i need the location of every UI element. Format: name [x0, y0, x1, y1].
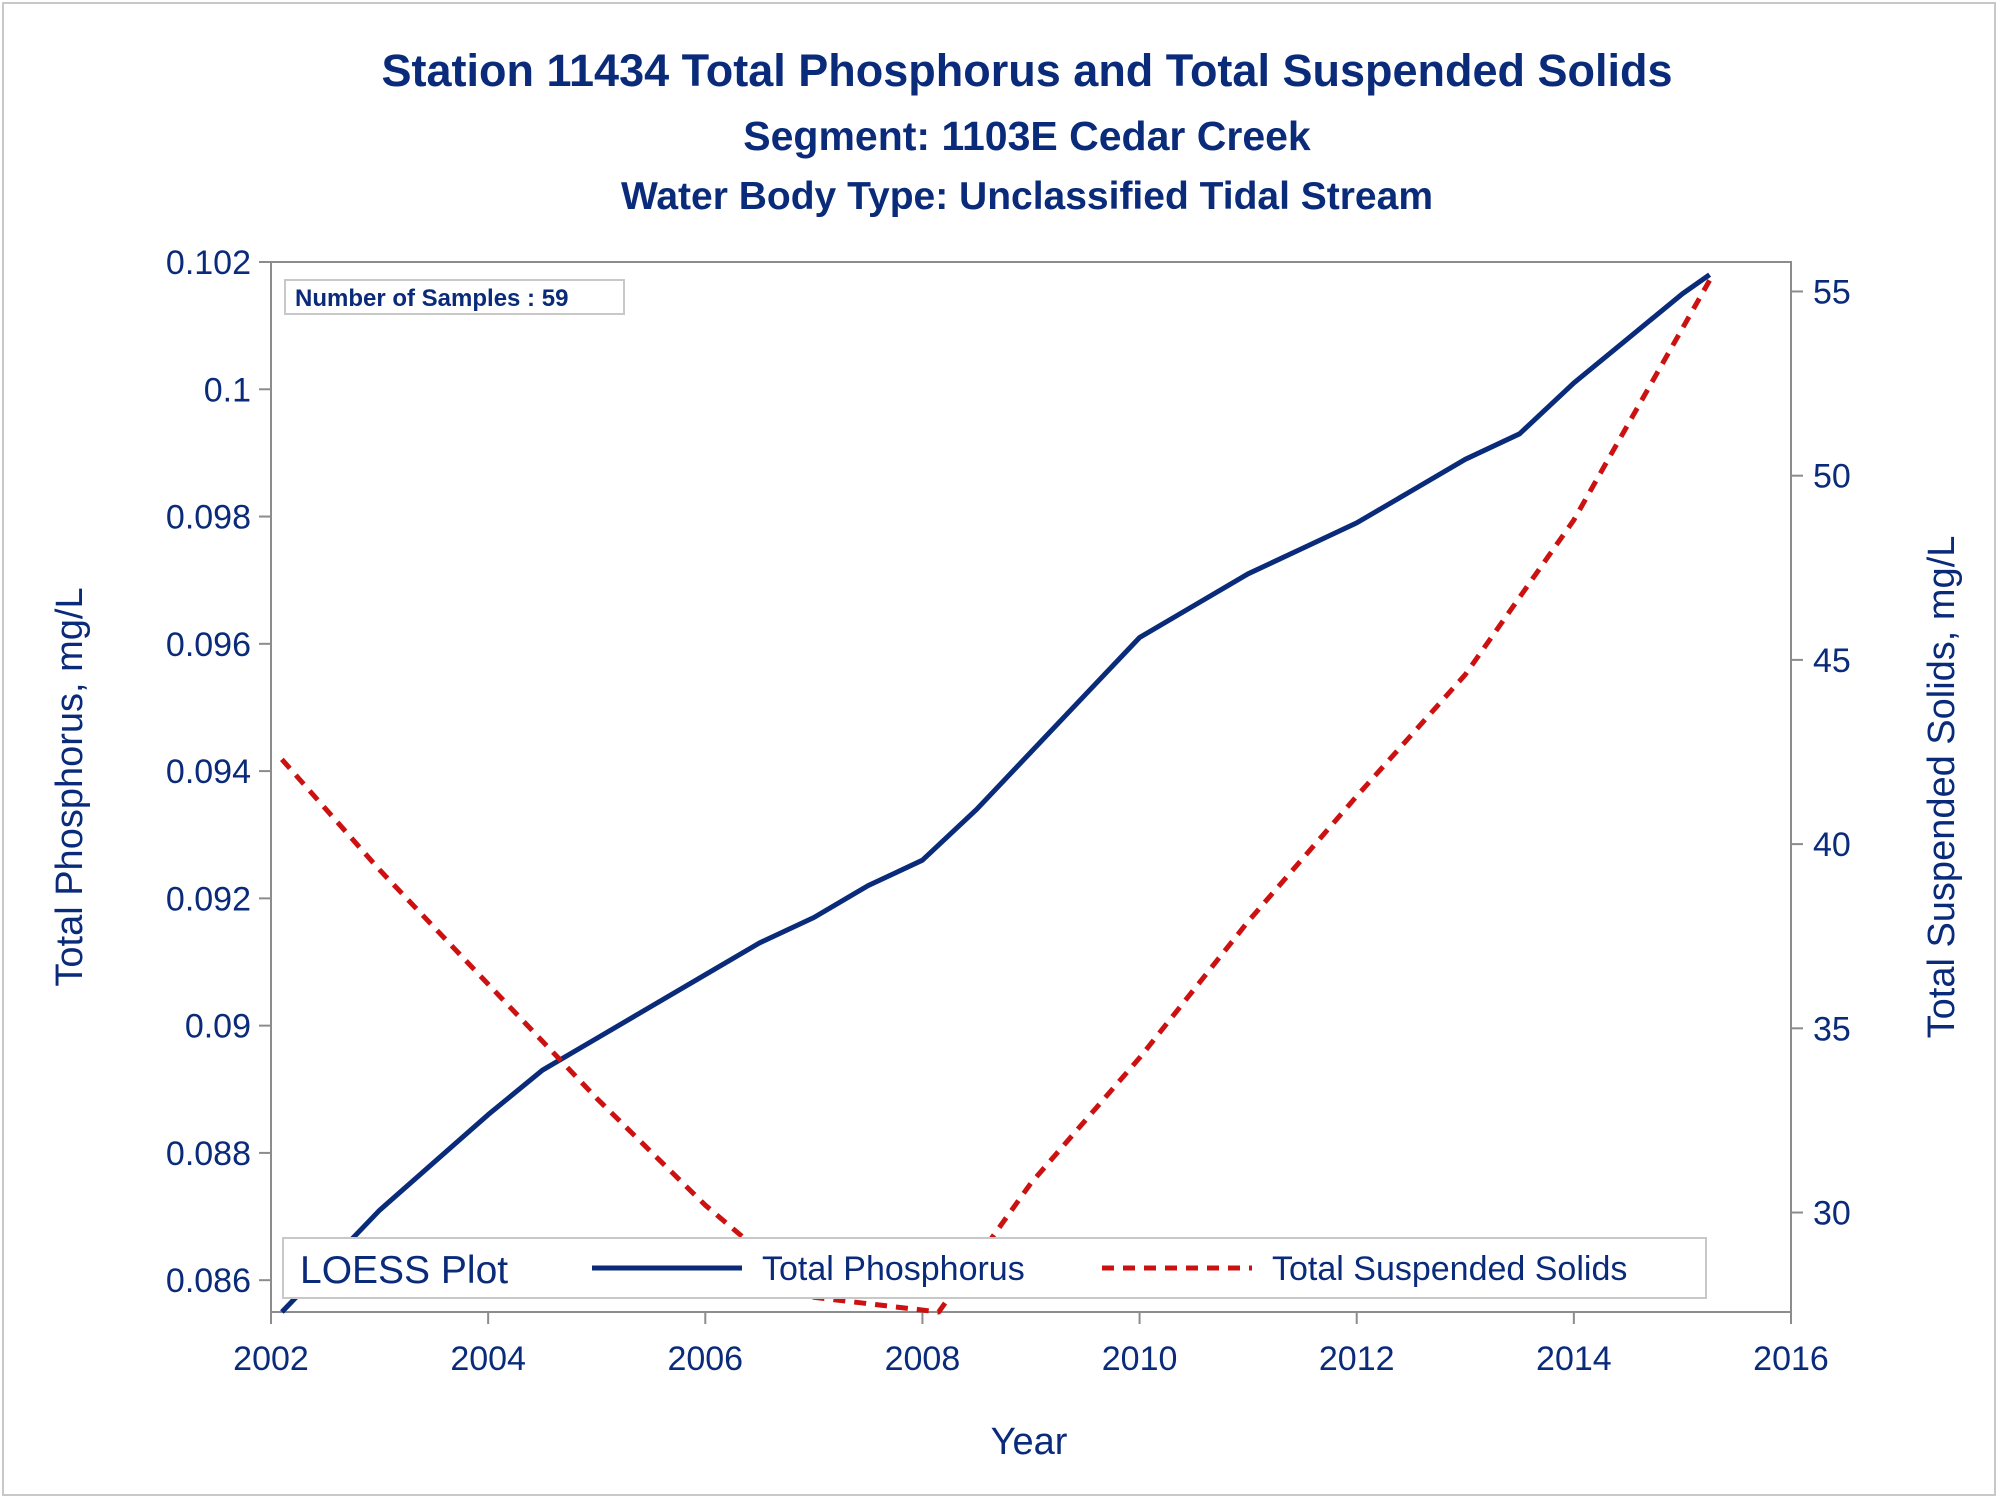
y-left-tick-label: 0.094 [166, 753, 251, 791]
x-tick-label: 2002 [233, 1340, 309, 1378]
legend-box [282, 1237, 1707, 1299]
chart-title: Station 11434 Total Phosphorus and Total… [381, 45, 1672, 96]
x-tick-label: 2006 [667, 1340, 743, 1378]
series-line-total-phosphorus [280, 272, 1712, 1314]
legend-label-total-phosphorus: Total Phosphorus [762, 1250, 1025, 1288]
chart-svg: Station 11434 Total Phosphorus and Total… [49, 45, 1963, 1463]
x-tick-label: 2010 [1102, 1340, 1178, 1378]
x-tick-label: 2004 [450, 1340, 526, 1378]
y-axis-right: 30 35 40 45 50 55 [1791, 273, 1851, 1233]
y-left-tick-label: 0.088 [166, 1135, 251, 1173]
y-right-tick-label: 35 [1813, 1010, 1851, 1048]
y-axis-left: 0.086 0.088 0.09 0.092 0.094 0.096 0.098 0.1 0.1… [166, 244, 271, 1300]
y-left-tick-label: 0.102 [166, 244, 251, 282]
y-axis-left-label: Total Phosphorus, mg/L [49, 587, 91, 986]
y-left-tick-label: 0.092 [166, 880, 251, 918]
legend-title: LOESS Plot [300, 1249, 508, 1292]
y-left-tick-label: 0.09 [185, 1008, 251, 1046]
x-tick-label: 2016 [1753, 1340, 1829, 1378]
plot-area [270, 261, 1792, 1313]
y-axis-right-label: Total Suspended Solids, mg/L [1921, 536, 1963, 1039]
y-right-tick-label: 55 [1813, 273, 1851, 311]
y-right-tick-label: 45 [1813, 642, 1851, 680]
series-line-total-suspended-solids [280, 279, 1712, 1315]
series-layer [280, 272, 1712, 1315]
x-tick-label: 2008 [885, 1340, 961, 1378]
chart-subtitle-segment: Segment: 1103E Cedar Creek [743, 113, 1311, 159]
legend-label-total-suspended-solids: Total Suspended Solids [1272, 1250, 1627, 1288]
sample-count-text: Number of Samples : 59 [295, 285, 568, 312]
y-left-tick-label: 0.086 [166, 1262, 251, 1300]
x-axis: 2002 2004 2006 2008 2010 2012 2014 2016 [233, 1312, 1829, 1378]
sample-count-box [284, 279, 625, 315]
y-right-tick-label: 40 [1813, 826, 1851, 864]
x-tick-label: 2014 [1536, 1340, 1612, 1378]
x-tick-label: 2012 [1319, 1340, 1395, 1378]
y-left-tick-label: 0.096 [166, 626, 251, 664]
chart-subtitle-waterbody: Water Body Type: Unclassified Tidal Stre… [621, 175, 1433, 218]
y-left-tick-label: 0.098 [166, 499, 251, 537]
y-right-tick-label: 50 [1813, 458, 1851, 496]
y-left-tick-label: 0.1 [204, 371, 251, 409]
y-right-tick-label: 30 [1813, 1195, 1851, 1233]
x-axis-label: Year [991, 1421, 1068, 1463]
